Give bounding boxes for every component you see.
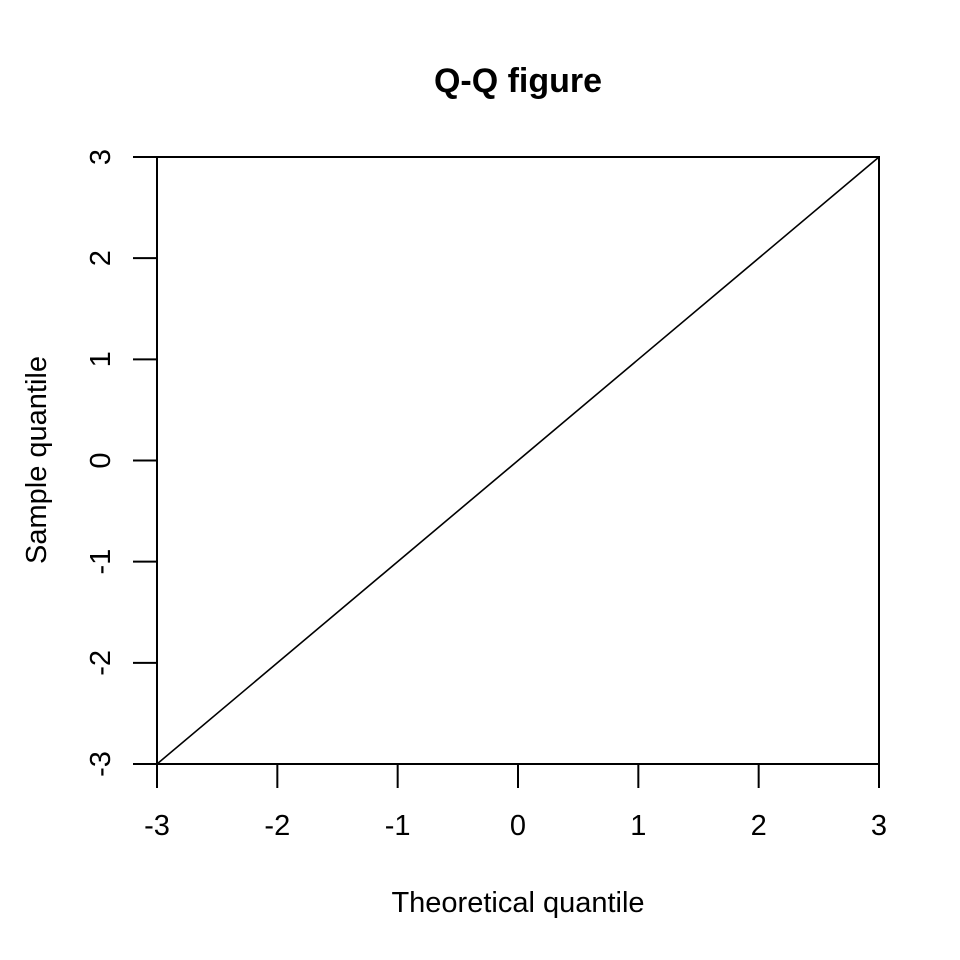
x-tick-label: 3 [871,810,887,842]
chart-title: Q-Q figure [434,62,602,100]
y-axis-label: Sample quantile [21,356,53,564]
y-tick-label: -1 [85,549,117,575]
x-tick-label: -1 [385,810,411,842]
y-tick-label: -3 [85,751,117,777]
y-tick-label: 0 [85,452,117,468]
x-axis: -3 -2 -1 0 1 2 3 [144,764,887,842]
y-tick-label: 3 [85,149,117,165]
x-tick-label: 2 [751,810,767,842]
reference-line [156,156,880,765]
series-layer [156,156,880,765]
y-axis: -3 -2 -1 0 1 2 3 [85,149,157,777]
y-tick-label: 2 [85,250,117,266]
y-tick-label: -2 [85,650,117,676]
x-tick-label: -2 [264,810,290,842]
x-tick-label: 0 [510,810,526,842]
y-tick-label: 1 [85,351,117,367]
x-tick-label: -3 [144,810,170,842]
x-tick-label: 1 [630,810,646,842]
x-axis-label: Theoretical quantile [391,887,644,919]
